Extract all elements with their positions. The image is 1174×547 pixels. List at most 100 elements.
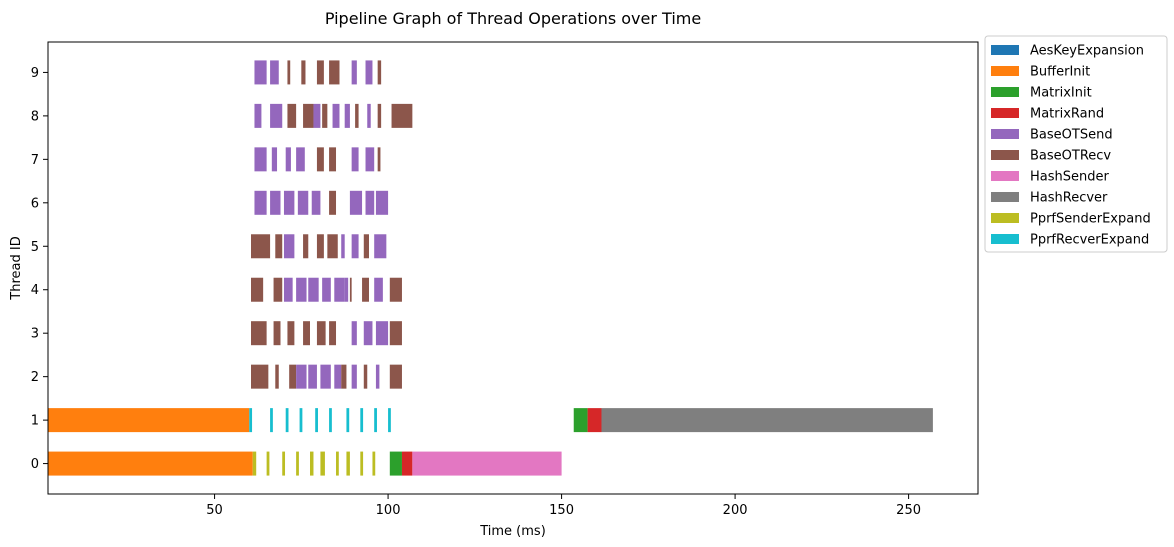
legend-label-hashsender: HashSender [1030,170,1109,185]
bar-pprfsenderexpand-t0 [266,451,270,476]
bar-baseotrecv-t7 [329,147,337,172]
legend-swatch-pprfsenderexpand [991,213,1019,223]
bar-pprfrecverexpand-t1 [285,408,289,433]
legend-label-matrixrand: MatrixRand [1030,107,1104,122]
bar-baseotsend-t9 [254,60,267,85]
legend-box [984,35,1168,253]
bar-baseotsend-t6 [311,190,321,215]
bar-pprfsenderexpand-t0 [310,451,314,476]
bar-pprfrecverexpand-t1 [299,408,303,433]
x-tick-label: 150 [549,503,574,518]
legend-swatch-hashsender [991,171,1019,181]
bar-baseotrecv-t5 [363,234,369,259]
y-tick-label: 7 [31,153,39,168]
legend-label-aeskeyexpansion: AesKeyExpansion [1030,44,1144,59]
bar-baseotrecv-t5 [316,234,324,259]
bar-baseotsend-t7 [351,147,359,172]
legend-swatch-matrixinit [991,87,1019,97]
bar-pprfrecverexpand-t1 [374,408,377,433]
bar-hashsender-t0 [412,451,562,476]
bar-baseotrecv-t9 [287,60,291,85]
x-tick-label: 50 [206,503,223,518]
bar-baseotrecv-t6 [329,190,337,215]
y-tick-label: 2 [31,370,39,385]
bar-matrixrand-t1 [587,408,602,433]
bar-baseotsend-t8 [313,103,321,128]
y-tick-label: 4 [31,283,39,298]
bar-baseotrecv-t3 [389,321,402,346]
x-tick-label: 100 [376,503,401,518]
bar-pprfrecverexpand-t1 [329,408,332,433]
bar-pprfsenderexpand-t0 [282,451,286,476]
bar-baseotrecv-t4 [251,277,264,302]
bar-baseotrecv-t8 [377,103,382,128]
bar-baseotsend-t4 [308,277,319,302]
y-tick-label: 9 [31,66,39,81]
bar-baseotsend-t3 [363,321,373,346]
bar-baseotrecv-t5 [251,234,271,259]
bar-baseotsend-t6 [365,190,375,215]
bar-baseotsend-t2 [320,364,331,389]
bar-baseotrecv-t5 [303,234,309,259]
bar-baseotrecv-t2 [251,364,269,389]
bar-baseotrecv-t2 [289,364,297,389]
bars-layer [48,60,933,476]
bar-baseotsend-t2 [308,364,317,389]
bar-baseotsend-t9 [351,60,357,85]
legend-label-bufferinit: BufferInit [1030,65,1090,80]
bar-pprfrecverexpand-t1 [249,408,253,433]
bar-baseotrecv-t9 [316,60,324,85]
bar-pprfsenderexpand-t0 [296,451,299,476]
plot-frame [47,41,979,495]
bar-baseotrecv-t9 [301,60,306,85]
bar-baseotrecv-t3 [303,321,310,346]
y-tick-label: 6 [31,196,39,211]
bar-pprfsenderexpand-t0 [320,451,325,476]
bar-baseotsend-t2 [296,364,307,389]
legend-label-baseotrecv: BaseOTRecv [1030,149,1111,164]
legend-swatch-baseotsend [991,129,1019,139]
legend-label-pprfsenderexpand: PprfSenderExpand [1030,212,1151,227]
legend-swatch-matrixrand [991,108,1019,118]
bar-baseotsend-t4 [283,277,293,302]
bar-baseotsend-t9 [270,60,279,85]
bar-baseotrecv-t2 [341,364,347,389]
bar-baseotrecv-t3 [316,321,326,346]
bar-baseotrecv-t8 [391,103,413,128]
bar-bufferinit-t1 [48,408,250,433]
bar-baseotsend-t6 [283,190,295,215]
bar-baseotsend-t7 [365,147,375,172]
bar-baseotrecv-t7 [377,147,381,172]
bar-baseotsend-t7 [296,147,305,172]
bar-baseotsend-t3 [351,321,357,346]
bar-pprfrecverexpand-t1 [360,408,364,433]
bar-baseotrecv-t5 [327,234,338,259]
bar-baseotsend-t3 [375,321,389,346]
legend-swatch-hashrecver [991,192,1019,202]
bar-baseotsend-t4 [374,277,383,302]
bar-baseotsend-t8 [332,103,340,128]
y-tick-label: 0 [31,457,39,472]
bar-baseotsend-t2 [375,364,380,389]
bar-baseotrecv-t3 [287,321,295,346]
bar-baseotrecv-t2 [389,364,402,389]
bar-baseotsend-t4 [322,277,331,302]
bar-baseotsend-t5 [341,234,345,259]
bar-baseotrecv-t8 [287,103,297,128]
bar-baseotrecv-t7 [316,147,324,172]
bar-pprfrecverexpand-t1 [388,408,391,433]
x-axis-ticks: 50 100 150 200 250 [206,494,921,518]
bar-pprfrecverexpand-t1 [315,408,318,433]
bar-baseotrecv-t3 [251,321,267,346]
bar-baseotsend-t6 [254,190,267,215]
legend-swatch-pprfrecverexpand [991,234,1019,244]
bar-baseotrecv-t2 [363,364,368,389]
y-tick-label: 5 [31,240,39,255]
bar-baseotrecv-t4 [389,277,402,302]
bar-baseotsend-t7 [254,147,267,172]
bar-baseotsend-t8 [367,103,371,128]
bar-hashrecver-t1 [601,408,933,433]
bar-baseotrecv-t3 [329,321,337,346]
x-tick-label: 250 [896,503,921,518]
bar-baseotrecv-t9 [377,60,382,85]
